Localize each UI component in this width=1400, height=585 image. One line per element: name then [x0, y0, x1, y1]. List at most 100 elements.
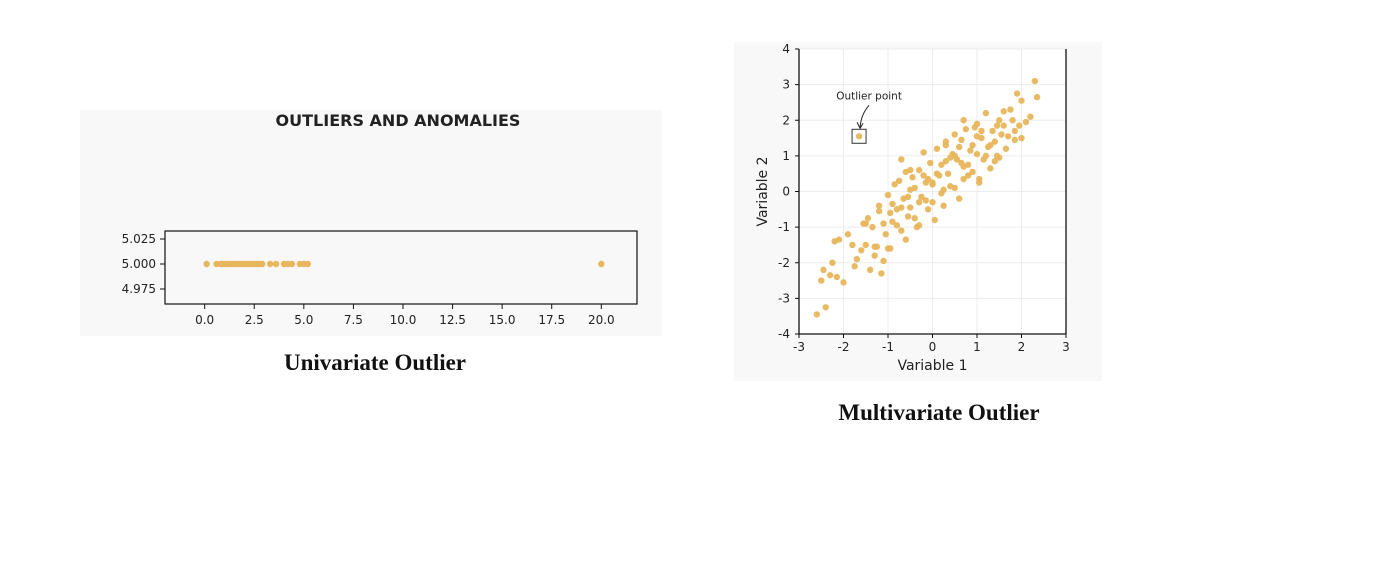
univariate-chart: OUTLIERS AND ANOMALIES 0.0 2.5 5.0 7.5 10.0 12… — [122, 111, 638, 327]
plot-frame — [164, 230, 638, 305]
data-point — [918, 193, 925, 201]
data-point — [982, 109, 990, 117]
x-tick-label: 15.0 — [489, 313, 516, 327]
data-point — [895, 177, 903, 185]
data-point — [1009, 117, 1016, 124]
data-point — [898, 156, 905, 163]
data-point — [929, 198, 936, 206]
data-point — [911, 215, 918, 222]
data-point — [987, 165, 994, 172]
x-tick-label: -1 — [882, 340, 894, 354]
data-point — [924, 175, 932, 183]
data-point — [1031, 77, 1039, 85]
data-point — [862, 241, 869, 249]
data-point — [1007, 106, 1014, 113]
x-tick-label: 2.5 — [245, 313, 264, 327]
data-point — [902, 236, 909, 243]
data-point — [942, 158, 950, 165]
data-point — [920, 149, 927, 156]
data-point — [956, 143, 963, 151]
multivariate-chart-panel: -3 -2 -1 0 1 2 3 4 3 2 1 0 -1 -2 -3 -4 Variable 1 Variabl… — [734, 42, 1102, 381]
data-point — [976, 175, 983, 183]
data-point — [851, 263, 858, 270]
x-tick-label: -3 — [793, 340, 805, 354]
data-point — [855, 133, 863, 140]
data-point — [272, 260, 280, 268]
data-point — [898, 227, 905, 234]
data-point — [1002, 145, 1010, 152]
data-point — [940, 202, 947, 209]
y-tick-label: -4 — [778, 327, 790, 341]
data-point — [962, 125, 970, 133]
data-point — [922, 197, 930, 204]
data-point — [833, 273, 841, 281]
data-point — [998, 131, 1005, 138]
y-tick-label: -1 — [778, 220, 790, 234]
data-point — [1000, 108, 1007, 115]
x-tick-label: 20.0 — [588, 313, 615, 327]
data-point — [964, 172, 972, 179]
data-point — [840, 279, 847, 286]
data-point — [938, 161, 945, 168]
data-point — [1013, 90, 1021, 97]
data-point — [598, 260, 605, 268]
outlier-annotation: Outlier point — [836, 90, 902, 102]
data-point — [1018, 97, 1025, 104]
data-point — [258, 260, 266, 268]
data-point — [875, 202, 883, 209]
data-point — [304, 260, 311, 268]
data-point — [887, 209, 894, 217]
data-point — [933, 145, 941, 152]
data-point — [933, 170, 941, 177]
y-axis-label: Variable 2 — [755, 156, 771, 226]
x-axis-label: Variable 1 — [897, 358, 967, 374]
data-point — [266, 260, 274, 268]
data-point — [973, 133, 981, 140]
data-point — [951, 184, 958, 192]
y-tick-label: 4 — [782, 42, 790, 56]
data-point — [1016, 122, 1023, 129]
chart-title: OUTLIERS AND ANOMALIES — [276, 111, 521, 130]
data-point — [940, 186, 947, 193]
data-point — [1000, 122, 1007, 129]
data-point — [880, 220, 887, 227]
data-point — [929, 179, 936, 186]
x-tick-label: 0 — [929, 340, 937, 354]
data-point — [982, 152, 990, 160]
data-point — [813, 311, 820, 318]
y-tick-label: 1 — [782, 149, 790, 163]
data-point — [880, 257, 887, 265]
data-point — [987, 141, 994, 149]
data-point — [915, 198, 923, 206]
data-point — [288, 260, 296, 268]
data-point — [820, 266, 827, 274]
data-point — [915, 166, 923, 174]
data-point — [1018, 134, 1025, 142]
data-point — [958, 159, 965, 167]
y-tick-label: 4.975 — [122, 282, 156, 296]
data-point — [958, 136, 965, 144]
x-tick-label: 0.0 — [195, 313, 214, 327]
data-point — [878, 270, 885, 277]
data-point — [920, 172, 927, 179]
x-tick-label: 1 — [973, 340, 981, 354]
data-point — [844, 231, 852, 238]
data-point — [907, 166, 914, 174]
x-tick-label: 10.0 — [390, 313, 417, 327]
data-point — [884, 191, 892, 199]
y-tick-label: -2 — [778, 256, 790, 270]
data-point — [875, 207, 883, 215]
data-point — [869, 223, 876, 231]
data-point — [862, 220, 869, 227]
data-point — [898, 204, 905, 211]
annotation-arrow — [859, 104, 870, 128]
data-point — [1022, 118, 1030, 126]
y-tick-label: 5.025 — [122, 232, 156, 246]
data-point — [849, 241, 856, 249]
data-point — [993, 122, 1001, 129]
data-point — [893, 222, 901, 229]
y-tick-label: 0 — [782, 185, 790, 199]
data-point — [864, 215, 872, 222]
univariate-caption: Univariate Outlier — [283, 350, 467, 375]
